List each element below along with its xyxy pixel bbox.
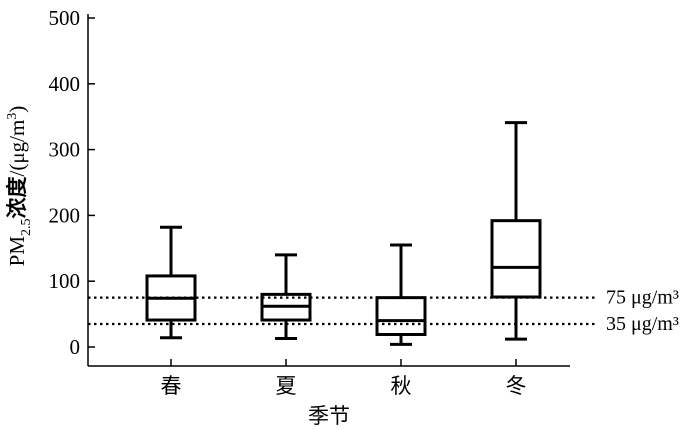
x-tick-label: 夏 — [276, 374, 297, 398]
x-tick-label: 冬 — [506, 374, 527, 398]
y-tick-label: 300 — [49, 138, 81, 162]
y-tick-label: 0 — [70, 335, 81, 359]
y-axis-title-prefix: PM — [5, 236, 29, 267]
y-tick-label: 200 — [49, 203, 81, 227]
y-axis-title: PM2.5浓度/(μg/m3) — [5, 106, 34, 267]
reference-line-label: 35 μg/m³ — [606, 313, 679, 335]
reference-line-label: 75 μg/m³ — [606, 287, 679, 309]
box-plot-夏 — [260, 253, 312, 340]
box-plot-冬 — [490, 121, 542, 341]
axes — [87, 14, 570, 367]
y-axis-title-cjk: 浓度 — [5, 176, 29, 218]
y-axis-title-unit-open: /(μg/m — [5, 120, 29, 177]
x-axis-title: 季节 — [308, 404, 350, 428]
y-axis-title-unit-sup: 3 — [5, 113, 20, 120]
box-plots — [145, 121, 542, 346]
box-plot-秋 — [375, 243, 427, 346]
y-axis-title-unit-close: ) — [5, 106, 29, 113]
y-tick-label: 100 — [49, 269, 81, 293]
box-plot-春 — [145, 225, 197, 340]
x-tick-label: 春 — [161, 374, 182, 398]
box-iqr — [375, 296, 427, 336]
y-tick-label: 400 — [49, 72, 81, 96]
y-axis-title-subscript: 2.5 — [19, 218, 34, 236]
tick-labels: 0 100 200 300 400 500 春 夏 秋 冬 — [49, 6, 527, 398]
reference-lines: 75 μg/m³ 35 μg/m³ — [88, 287, 679, 335]
box-iqr — [490, 219, 542, 299]
y-tick-label: 500 — [49, 6, 81, 30]
x-tick-label: 秋 — [391, 374, 412, 398]
